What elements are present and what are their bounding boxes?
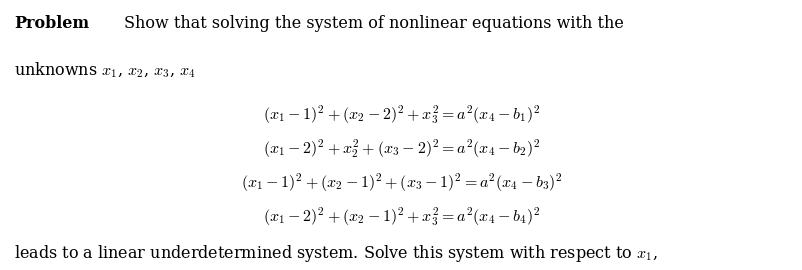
Text: Show that solving the system of nonlinear equations with the: Show that solving the system of nonlinea… <box>124 15 624 32</box>
Text: Problem: Problem <box>14 15 90 32</box>
Text: $(x_1 - 2)^2 + (x_2 - 1)^2 + x_3^2 = a^2(x_4 - b_4)^2$: $(x_1 - 2)^2 + (x_2 - 1)^2 + x_3^2 = a^2… <box>262 205 540 228</box>
Text: $(x_1 - 1)^2 + (x_2 - 2)^2 + x_3^2 = a^2(x_4 - b_1)^2$: $(x_1 - 1)^2 + (x_2 - 2)^2 + x_3^2 = a^2… <box>262 104 540 126</box>
Text: $(x_1 - 2)^2 + x_2^2 + (x_3 - 2)^2 = a^2(x_4 - b_2)^2$: $(x_1 - 2)^2 + x_2^2 + (x_3 - 2)^2 = a^2… <box>262 138 540 160</box>
Text: leads to a linear underdetermined system. Solve this system with respect to $x_1: leads to a linear underdetermined system… <box>14 243 658 264</box>
Text: $(x_1 - 1)^2 + (x_2 - 1)^2 + (x_3 - 1)^2 = a^2(x_4 - b_3)^2$: $(x_1 - 1)^2 + (x_2 - 1)^2 + (x_3 - 1)^2… <box>241 171 561 194</box>
Text: unknowns $x_1$, $x_2$, $x_3$, $x_4$: unknowns $x_1$, $x_2$, $x_3$, $x_4$ <box>14 61 196 80</box>
